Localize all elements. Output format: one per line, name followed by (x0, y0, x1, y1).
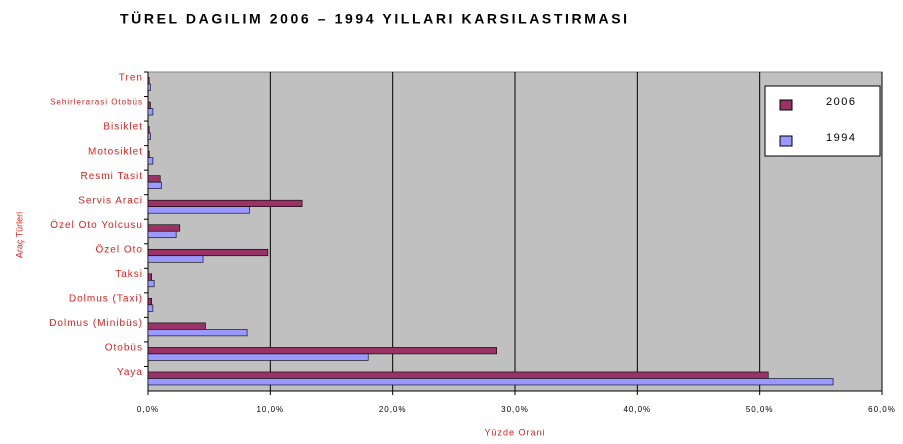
y-tick-label: Dolmus (Taxi) (69, 293, 143, 304)
bar (147, 322, 206, 330)
bar (147, 378, 834, 386)
bar (147, 132, 151, 140)
y-tick-label: Tren (119, 73, 143, 84)
y-tick-label: Dolmus (Minibüs) (49, 318, 143, 329)
y-tick-label: Özel Oto (96, 243, 143, 255)
bar (147, 347, 497, 355)
y-tick-label: Özel Oto Yolcusu (50, 219, 143, 231)
bar (147, 77, 150, 85)
x-tick-label: 40,0% (623, 405, 651, 414)
y-tick-label: Motosiklet (88, 146, 143, 157)
bar (147, 150, 150, 158)
x-tick-label: 10,0% (256, 405, 284, 414)
chart-title: TÜREL DAGILIM 2006 – 1994 YILLARI KARSIL… (120, 11, 630, 27)
bar (147, 371, 769, 379)
bar (147, 199, 303, 207)
y-tick-label: Yaya (117, 367, 143, 378)
x-tick-label: 30,0% (501, 405, 529, 414)
x-tick-label: 0,0% (137, 405, 159, 414)
bar (147, 273, 152, 281)
x-tick-label: 60,0% (868, 405, 896, 414)
bar (147, 353, 369, 361)
bar (147, 126, 150, 134)
y-tick-label: Servis Araci (78, 195, 143, 206)
x-tick-label: 20,0% (379, 405, 407, 414)
legend-swatch (779, 99, 793, 111)
bar (147, 206, 250, 214)
y-tick-label: Sehirlerarasi Otobüs (50, 98, 143, 107)
bar (147, 280, 155, 288)
bar (147, 175, 161, 183)
bar (147, 248, 269, 257)
bar (147, 230, 177, 239)
y-tick-label: Taksi (115, 269, 143, 280)
bar (147, 255, 204, 263)
bar (147, 157, 154, 165)
legend-label: 2006 (826, 96, 856, 108)
bar (147, 83, 151, 91)
y-tick-label: Otobüs (105, 343, 143, 354)
bar (147, 224, 181, 232)
bar (147, 304, 154, 312)
legend-box (764, 85, 881, 157)
legend-label: 1994 (826, 132, 856, 144)
y-tick-label: Resmi Tasit (81, 171, 144, 182)
y-axis-title: Araç Türleri (14, 212, 24, 258)
legend-swatch (779, 135, 793, 147)
bar (147, 108, 154, 116)
bar (147, 329, 248, 337)
bar (147, 181, 162, 189)
x-tick-label: 50,0% (746, 405, 774, 414)
legend: 2006 1994 (764, 85, 881, 157)
bar (147, 101, 151, 109)
x-axis-title: Yüzde Orani (484, 427, 545, 437)
bar (147, 298, 152, 306)
y-tick-label: Bisiklet (103, 122, 143, 133)
